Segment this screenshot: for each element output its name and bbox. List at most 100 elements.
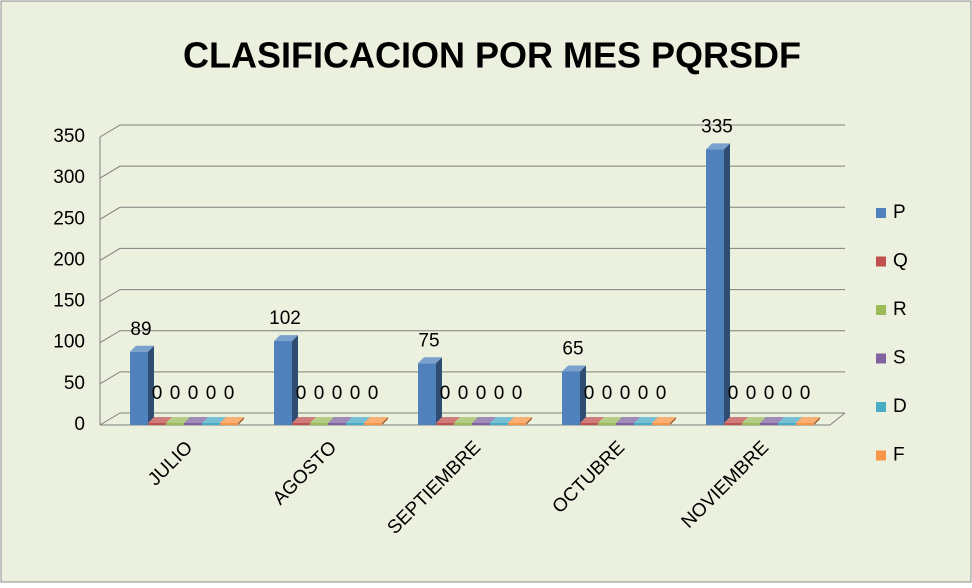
legend-swatch [876,450,886,461]
bar-side [436,357,442,425]
value-label: 0 [512,383,523,404]
bar-front [310,423,328,425]
bar-top [598,417,622,423]
bar-front [274,341,292,425]
bar [364,417,388,425]
value-label: 0 [728,383,739,404]
bar-top [580,417,604,423]
value-label: 0 [440,383,451,404]
value-label: 0 [746,383,757,404]
bar-front [184,423,202,425]
bar-top [796,417,820,423]
bar [706,143,730,426]
bar-front [616,423,634,425]
bar-top [328,417,352,423]
value-label: 0 [602,383,613,404]
y-tick-label: 150 [53,291,85,312]
bar-front [130,351,148,425]
value-label: 0 [314,383,325,404]
grid-line [99,289,845,303]
value-label: 0 [764,383,775,404]
value-label: 0 [188,383,199,404]
grid-line [99,412,845,426]
bar-top [742,417,766,423]
chart-title: CLASIFICACION POR MES PQRSDF [183,35,801,76]
grid-line [99,206,845,220]
bar-side [382,417,388,425]
bar-top [706,143,730,150]
value-label: 0 [620,383,631,404]
bar-front [760,423,778,425]
bar [220,417,244,425]
bar [418,357,442,425]
value-label: 65 [562,339,583,360]
value-label: 0 [656,383,667,404]
bar-front [418,363,436,425]
bar-front [580,423,598,425]
value-label: 0 [332,383,343,404]
bar-side [148,345,154,425]
bar-top [778,417,802,423]
bar-top [508,417,532,423]
value-label: 335 [701,116,733,137]
bar-top [364,417,388,423]
value-label: 0 [638,383,649,404]
bar-front [490,423,508,425]
bar-front [292,423,310,425]
bar-front [562,371,580,425]
bar-top [760,417,784,423]
bar-top [724,417,748,423]
bar-front [148,423,166,425]
value-label: 0 [152,383,163,404]
bar-front [724,423,742,425]
bar-front [328,423,346,425]
y-tick-label: 250 [53,208,85,229]
bar-front [364,423,382,425]
bar-front [166,423,184,425]
bar-top [418,357,442,364]
grid-line [99,371,845,385]
bar-front [778,423,796,425]
bar [796,417,820,425]
bar-front [634,423,652,425]
bar-top [274,335,298,342]
bar-front [598,423,616,425]
bar-front [346,423,364,425]
bar-top [346,417,370,423]
bar [130,345,154,425]
bar-top [490,417,514,423]
bar-front [652,423,670,425]
legend-swatch [876,208,886,218]
bar-top [220,417,244,423]
bar-side [670,417,676,425]
bar-top [166,417,190,423]
bar-side [292,335,298,425]
bar [562,365,586,425]
value-label: 0 [206,383,217,404]
value-label: 0 [458,383,469,404]
y-tick-label: 100 [53,332,85,353]
grid-line [99,330,845,344]
bar-side [580,365,586,425]
value-label: 0 [800,383,811,404]
legend-label: P [893,202,906,223]
bar [274,335,298,425]
y-tick-label: 300 [53,167,85,188]
bar-front [796,423,814,425]
bar-front [202,423,220,425]
value-label: 0 [782,383,793,404]
value-label: 0 [350,383,361,404]
bar-top [202,417,226,423]
bar-top [436,417,460,423]
bar-top [634,417,658,423]
bar [652,417,676,425]
value-label: 0 [224,383,235,404]
bar-side [724,143,730,426]
value-label: 0 [494,383,505,404]
bar-top [472,417,496,423]
bar-front [508,423,526,425]
legend-label: D [893,396,907,417]
legend-swatch [876,305,886,315]
